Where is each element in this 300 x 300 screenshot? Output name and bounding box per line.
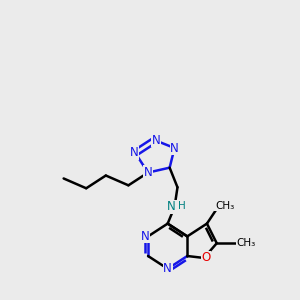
Text: N: N — [167, 200, 176, 213]
Text: N: N — [163, 262, 172, 275]
Text: H: H — [178, 201, 185, 211]
Text: N: N — [130, 146, 139, 159]
Text: N: N — [144, 166, 152, 179]
Text: N: N — [170, 142, 179, 154]
Text: N: N — [141, 230, 149, 243]
Text: CH₃: CH₃ — [215, 201, 234, 211]
Text: CH₃: CH₃ — [237, 238, 256, 248]
Text: O: O — [201, 251, 211, 265]
Text: N: N — [152, 134, 160, 147]
